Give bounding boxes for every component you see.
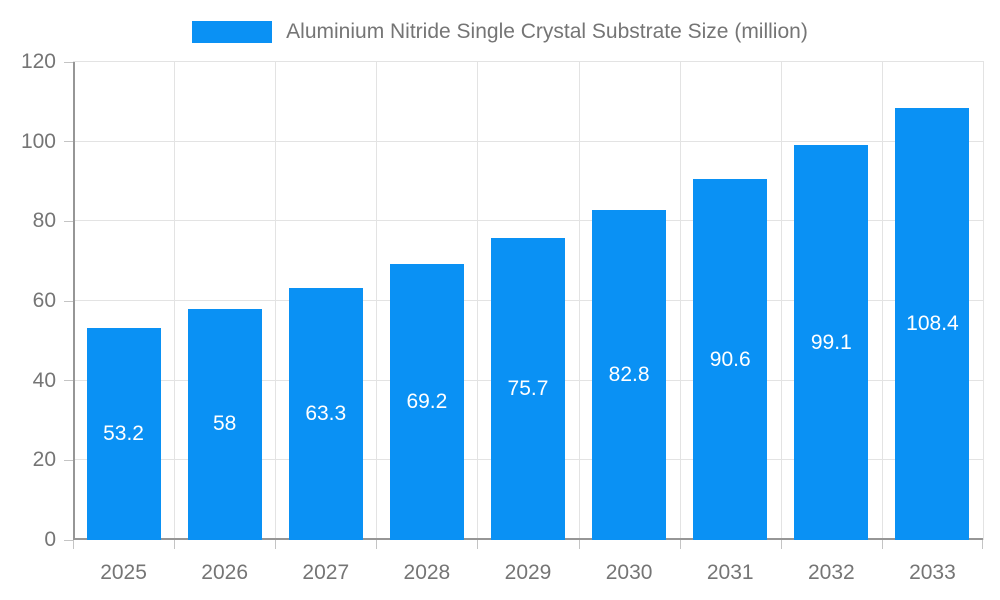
x-gridline bbox=[477, 62, 479, 540]
x-axis-tick-label: 2032 bbox=[807, 561, 855, 584]
x-tick-mark bbox=[982, 540, 983, 549]
y-gridline bbox=[73, 140, 983, 142]
legend-swatch bbox=[192, 21, 273, 43]
bar[interactable]: 69.2 bbox=[389, 264, 464, 540]
x-axis-tick-label: 2026 bbox=[201, 561, 249, 584]
bar-value-label: 75.7 bbox=[507, 377, 549, 401]
x-tick-mark bbox=[578, 540, 580, 549]
x-tick-mark bbox=[275, 540, 277, 549]
x-axis-tick-label: 2029 bbox=[504, 561, 552, 584]
y-tick-mark bbox=[64, 220, 73, 222]
bar-value-label: 58 bbox=[212, 412, 237, 436]
bar[interactable]: 90.6 bbox=[693, 179, 768, 540]
x-tick-mark bbox=[477, 540, 479, 549]
bar[interactable]: 99.1 bbox=[794, 145, 869, 540]
bar-value-label: 90.6 bbox=[709, 347, 751, 371]
y-axis-tick-label: 20 bbox=[32, 448, 56, 472]
bar-value-label: 69.2 bbox=[406, 390, 448, 414]
bar-value-label: 53.2 bbox=[103, 422, 144, 446]
x-gridline bbox=[578, 62, 580, 540]
y-axis-tick-label: 40 bbox=[32, 368, 56, 392]
y-axis-tick-label: 80 bbox=[32, 209, 56, 233]
bar[interactable]: 63.3 bbox=[288, 287, 363, 540]
y-axis-tick-label: 60 bbox=[32, 289, 56, 312]
x-axis-tick-label: 2025 bbox=[100, 561, 147, 584]
x-axis-tick-label: 2030 bbox=[605, 561, 653, 584]
x-gridline bbox=[174, 62, 176, 540]
x-gridline bbox=[275, 62, 277, 540]
x-tick-mark bbox=[679, 540, 681, 549]
y-tick-mark bbox=[64, 300, 73, 302]
y-axis-line bbox=[73, 62, 75, 540]
x-tick-mark bbox=[376, 540, 378, 549]
y-tick-mark bbox=[64, 539, 73, 541]
bar-value-label: 63.3 bbox=[305, 401, 347, 425]
y-tick-mark bbox=[64, 61, 73, 63]
y-tick-mark bbox=[64, 380, 73, 382]
x-tick-mark bbox=[174, 540, 176, 549]
chart-legend[interactable]: Aluminium Nitride Single Crystal Substra… bbox=[0, 20, 1000, 44]
x-tick-mark bbox=[780, 540, 782, 549]
bar-value-label: 99.1 bbox=[810, 330, 852, 354]
bar[interactable]: 53.2 bbox=[86, 328, 161, 540]
bar[interactable]: 82.8 bbox=[592, 210, 667, 540]
y-tick-mark bbox=[64, 141, 73, 143]
x-gridline bbox=[376, 62, 378, 540]
bar[interactable]: 108.4 bbox=[895, 108, 970, 540]
y-tick-mark bbox=[64, 459, 73, 461]
x-axis-tick-label: 2028 bbox=[403, 561, 451, 584]
legend-label: Aluminium Nitride Single Crystal Substra… bbox=[286, 20, 808, 43]
y-axis-tick-label: 100 bbox=[20, 129, 56, 153]
bar-value-label: 108.4 bbox=[906, 312, 959, 336]
x-gridline bbox=[679, 62, 681, 540]
x-axis-tick-label: 2027 bbox=[302, 561, 350, 584]
x-gridline bbox=[881, 62, 883, 540]
plot-area: 0 20 40 60 80 100 120 2025 2026 2027 2028 2029 2030 2… bbox=[21, 50, 984, 584]
x-tick-mark bbox=[73, 540, 74, 549]
x-gridline bbox=[780, 62, 782, 540]
x-tick-mark bbox=[881, 540, 883, 549]
bar[interactable]: 58 bbox=[187, 308, 262, 540]
y-axis-tick-label: 120 bbox=[20, 50, 56, 73]
y-axis-tick-label: 0 bbox=[44, 528, 56, 551]
x-axis-tick-label: 2031 bbox=[706, 561, 754, 584]
bar-value-label: 82.8 bbox=[608, 363, 650, 387]
x-axis-tick-label: 2033 bbox=[909, 561, 956, 584]
y-gridline bbox=[73, 220, 983, 222]
bar[interactable]: 75.7 bbox=[491, 238, 565, 540]
